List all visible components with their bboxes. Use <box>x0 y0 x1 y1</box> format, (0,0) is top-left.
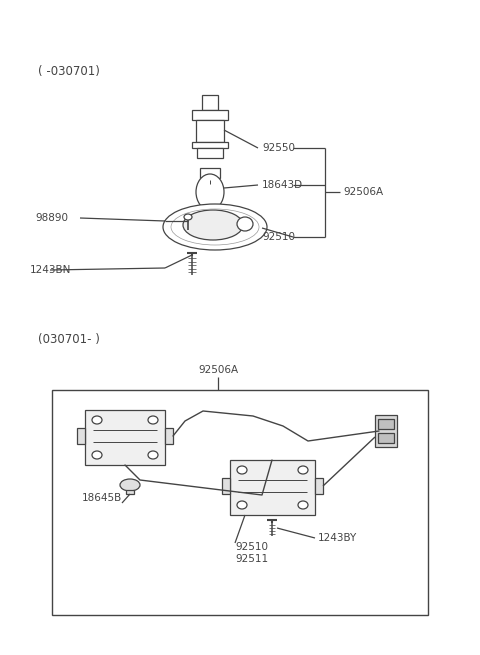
Text: 98890: 98890 <box>35 213 68 223</box>
Ellipse shape <box>298 466 308 474</box>
Ellipse shape <box>120 479 140 491</box>
Text: (030701- ): (030701- ) <box>38 333 100 346</box>
Bar <box>202 95 218 110</box>
Bar <box>197 148 223 158</box>
Ellipse shape <box>163 204 267 250</box>
Bar <box>52 390 428 615</box>
Bar <box>192 110 228 120</box>
Bar <box>230 460 315 515</box>
Ellipse shape <box>184 214 192 220</box>
Ellipse shape <box>148 451 158 459</box>
Text: ( -030701): ( -030701) <box>38 66 100 79</box>
Ellipse shape <box>237 466 247 474</box>
Text: 92511: 92511 <box>235 554 268 564</box>
Bar <box>165 428 173 444</box>
Bar <box>315 478 323 494</box>
Ellipse shape <box>148 416 158 424</box>
Ellipse shape <box>92 451 102 459</box>
Bar <box>378 419 394 429</box>
Bar <box>85 410 165 465</box>
Ellipse shape <box>237 501 247 509</box>
Text: 92550: 92550 <box>262 143 295 153</box>
Ellipse shape <box>92 416 102 424</box>
Text: 18645B: 18645B <box>82 493 122 503</box>
Text: 18643D: 18643D <box>262 180 303 190</box>
Text: 92506A: 92506A <box>343 187 383 197</box>
Ellipse shape <box>298 501 308 509</box>
Ellipse shape <box>196 174 224 210</box>
Bar <box>200 168 220 178</box>
Bar <box>192 142 228 148</box>
Text: 92506A: 92506A <box>198 365 238 375</box>
Text: 1243BY: 1243BY <box>318 533 357 543</box>
Ellipse shape <box>183 210 243 240</box>
Bar <box>77 428 85 444</box>
Text: 92510: 92510 <box>235 542 268 552</box>
Bar <box>375 415 397 447</box>
Text: 92510: 92510 <box>262 232 295 242</box>
Ellipse shape <box>237 217 253 231</box>
Bar <box>222 478 230 494</box>
Text: 1243BN: 1243BN <box>30 265 72 275</box>
Bar <box>126 490 134 494</box>
Bar <box>196 120 224 142</box>
Bar <box>378 433 394 443</box>
